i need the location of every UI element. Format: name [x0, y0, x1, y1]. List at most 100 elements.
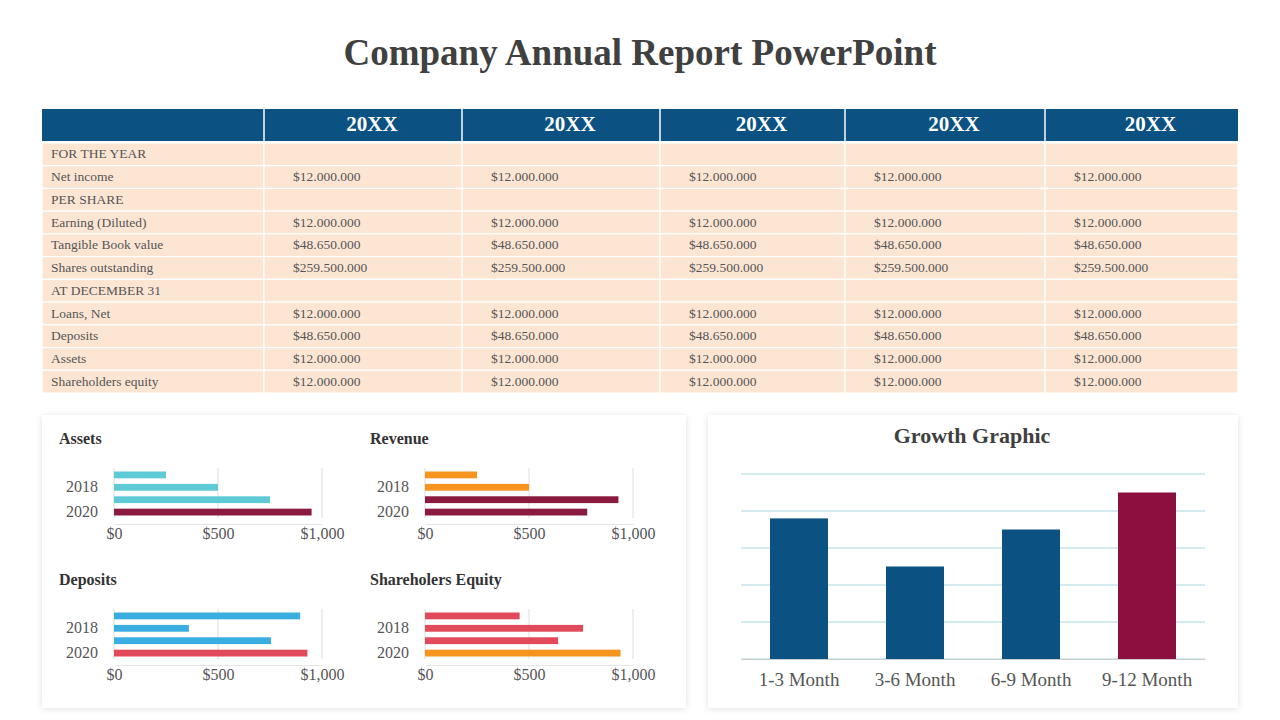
table-cell [264, 348, 462, 371]
y-axis: 20182020 [377, 616, 425, 661]
table-cell [660, 211, 845, 234]
table-value: $12.000.000 [491, 351, 559, 366]
tick-label: 1-3 Month [759, 669, 840, 690]
table-value: $12.000.000 [689, 169, 757, 184]
bar [114, 509, 312, 516]
table-cell [42, 234, 264, 257]
table-cell [1045, 188, 1238, 211]
table-cell [42, 370, 264, 393]
tick-label: 2018 [377, 619, 409, 636]
table-value: $12.000.000 [491, 215, 559, 230]
tick-label: $1,000 [301, 525, 345, 542]
table-cell [845, 234, 1045, 257]
table-value: $12.000.000 [874, 169, 942, 184]
table-value: $12.000.000 [1074, 351, 1142, 366]
table-cell [1045, 211, 1238, 234]
table-value: $12.000.000 [293, 351, 361, 366]
table-value: $48.650.000 [689, 237, 757, 252]
tick-label: $1,000 [612, 666, 656, 683]
table-value: $12.000.000 [874, 374, 942, 389]
tick-label: $500 [203, 525, 235, 542]
table-row-label: Loans, Net [51, 306, 110, 321]
table-cell [660, 279, 845, 302]
table-cell [264, 257, 462, 280]
table-value: $48.650.000 [689, 328, 757, 343]
tick: $500 [514, 524, 546, 542]
table-value: $48.650.000 [293, 328, 361, 343]
table-value: $12.000.000 [491, 374, 559, 389]
table-cell [1045, 257, 1238, 280]
tick: $0 [418, 524, 434, 542]
x-axis: $0$500$1,000 [107, 665, 345, 683]
table-header-separator [263, 109, 265, 141]
table-row-label: Shares outstanding [51, 260, 154, 275]
x-axis: $0$500$1,000 [418, 665, 656, 683]
table-cell [845, 325, 1045, 348]
panel [708, 415, 1238, 708]
table-row-label: Earning (Diluted) [51, 215, 147, 230]
tick-label: 2020 [377, 503, 409, 520]
tick: $500 [514, 665, 546, 683]
bar [425, 484, 529, 491]
tick-label: $500 [514, 525, 546, 542]
table-value: $12.000.000 [1074, 215, 1142, 230]
bars [114, 472, 312, 516]
table-cell [1045, 348, 1238, 371]
table-cell [42, 166, 264, 189]
table-cell [660, 257, 845, 280]
page-title: Company Annual Report PowerPoint [343, 32, 937, 73]
tick: 2018 [377, 619, 425, 636]
bar [114, 650, 307, 657]
table-cell [660, 234, 845, 257]
table-cell [1045, 143, 1238, 166]
table-cell [660, 188, 845, 211]
table-value: $12.000.000 [293, 306, 361, 321]
bar [1118, 493, 1176, 660]
table-cell [264, 325, 462, 348]
growth-chart: Growth Graphic1-3 Month3-6 Month6-9 Mont… [741, 423, 1206, 690]
table-cell [1045, 166, 1238, 189]
table-cell [264, 279, 462, 302]
bar [114, 472, 166, 479]
bar [114, 625, 189, 632]
table-cell [264, 234, 462, 257]
table-value: $48.650.000 [874, 237, 942, 252]
tick: 2020 [377, 503, 425, 520]
grid-line [741, 474, 1205, 475]
table-cell [42, 279, 264, 302]
table-column-header: 20XX [544, 112, 595, 136]
tick-label: 2020 [66, 503, 98, 520]
table-value: $12.000.000 [874, 306, 942, 321]
bar [425, 650, 621, 657]
grid-line [322, 468, 323, 518]
y-axis: 20182020 [66, 475, 114, 520]
table-value: $12.000.000 [491, 306, 559, 321]
bars [425, 613, 621, 657]
table-cell [1045, 302, 1238, 325]
table-cell [660, 348, 845, 371]
tick: $1,000 [612, 665, 656, 683]
table-cell [1045, 325, 1238, 348]
tick-label: $500 [514, 666, 546, 683]
table-value: $259.500.000 [874, 260, 949, 275]
small-chart: Deposits$0$500$1,00020182020 [59, 571, 345, 684]
y-axis: 2018 2020 [66, 616, 114, 661]
tick: 2020 [66, 644, 114, 661]
table-value: $12.000.000 [689, 306, 757, 321]
tick: 2020 [66, 503, 114, 520]
table-value: $12.000.000 [1074, 374, 1142, 389]
table-cell [264, 188, 462, 211]
tick-label: 2018 [66, 619, 98, 636]
table-value: $12.000.000 [689, 351, 757, 366]
tick-label: $1,000 [301, 666, 345, 683]
small-chart: Revenue$0$500$1,00020182020 [370, 430, 656, 543]
x-axis: $0$500$1,000 [107, 524, 345, 542]
table-cell [660, 143, 845, 166]
table-header-bg [42, 109, 1238, 141]
table-cell [42, 348, 264, 371]
chart-title: Growth Graphic [894, 423, 1051, 448]
table-value: $12.000.000 [689, 215, 757, 230]
y-axis: 20182020 [377, 475, 425, 520]
bar [886, 567, 944, 660]
tick: 9-12 Month [1102, 659, 1193, 690]
